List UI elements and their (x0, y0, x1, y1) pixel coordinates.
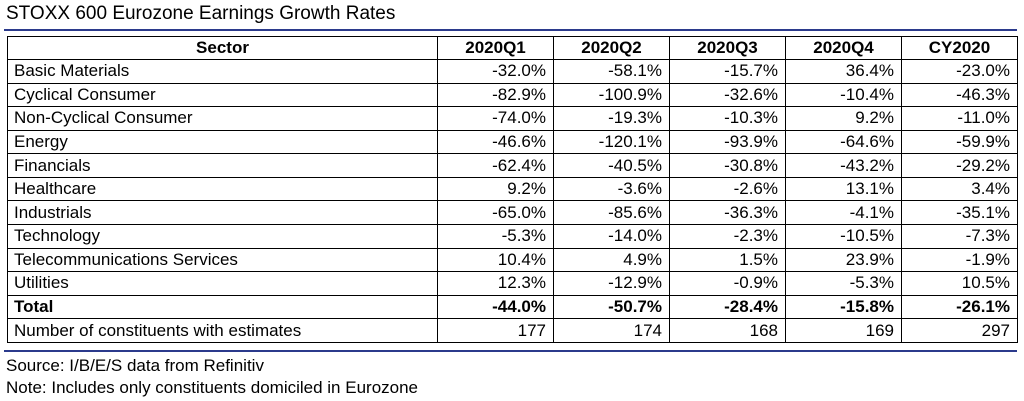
value-cell: -32.6% (669, 82, 786, 108)
sector-cell: Non-Cyclical Consumer (7, 106, 438, 131)
sector-cell: Number of constituents with estimates (7, 318, 438, 343)
value-cell: 10.4% (437, 247, 554, 273)
value-cell: 169 (785, 318, 902, 343)
value-cell: -120.1% (553, 129, 670, 155)
value-cell: -1.9% (901, 247, 1018, 273)
value-cell: 174 (553, 318, 670, 343)
value-cell: 23.9% (785, 247, 902, 273)
value-cell: -26.1% (901, 294, 1018, 320)
value-cell: -15.8% (785, 294, 902, 320)
header-2020q2: 2020Q2 (553, 36, 670, 60)
value-cell: -5.3% (437, 224, 554, 249)
value-cell: -10.5% (785, 224, 902, 249)
value-cell: -64.6% (785, 129, 902, 155)
sector-cell: Total (7, 294, 438, 320)
table-row: Financials -62.4% -40.5% -30.8% -43.2% -29.2% (7, 153, 1018, 178)
value-cell: -23.0% (901, 59, 1018, 84)
value-cell: 13.1% (785, 176, 902, 202)
header-sector: Sector (7, 36, 438, 60)
header-row: Sector 2020Q1 2020Q2 2020Q3 2020Q4 CY202… (7, 36, 1018, 60)
value-cell: 9.2% (437, 176, 554, 202)
value-cell: -40.5% (553, 153, 670, 178)
value-cell: -58.1% (553, 59, 670, 84)
table-row: Utilities 12.3% -12.9% -0.9% -5.3% 10.5% (7, 271, 1018, 296)
value-cell: -10.4% (785, 82, 902, 108)
value-cell: -44.0% (437, 294, 554, 320)
value-cell: -10.3% (669, 106, 786, 131)
table-row: Energy -46.6% -120.1% -93.9% -64.6% -59.9% (7, 129, 1018, 155)
sector-cell: Utilities (7, 271, 438, 296)
sector-cell: Telecommunications Services (7, 247, 438, 273)
sector-cell: Industrials (7, 200, 438, 226)
sector-cell: Cyclical Consumer (7, 82, 438, 108)
value-cell: -32.0% (437, 59, 554, 84)
value-cell: -74.0% (437, 106, 554, 131)
value-cell: -4.1% (785, 200, 902, 226)
value-cell: 177 (437, 318, 554, 343)
table-row: Cyclical Consumer -82.9% -100.9% -32.6% -10.… (7, 82, 1018, 108)
value-cell: -2.6% (669, 176, 786, 202)
value-cell: -0.9% (669, 271, 786, 296)
value-cell: -15.7% (669, 59, 786, 84)
value-cell: -46.6% (437, 129, 554, 155)
table-row: Number of constituents with estimates 177… (7, 318, 1018, 343)
table-title: STOXX 600 Eurozone Earnings Growth Rates (6, 3, 396, 24)
value-cell: 168 (669, 318, 786, 343)
value-cell: -7.3% (901, 224, 1018, 249)
value-cell: 4.9% (553, 247, 670, 273)
value-cell: -2.3% (669, 224, 786, 249)
table-row: Basic Materials -32.0% -58.1% -15.7% 36.4% -2… (7, 59, 1018, 84)
value-cell: -12.9% (553, 271, 670, 296)
value-cell: 36.4% (785, 59, 902, 84)
value-cell: -43.2% (785, 153, 902, 178)
value-cell: 9.2% (785, 106, 902, 131)
value-cell: -36.3% (669, 200, 786, 226)
value-cell: -85.6% (553, 200, 670, 226)
table-row: Total -44.0% -50.7% -28.4% -15.8% -26.1% (7, 294, 1018, 320)
value-cell: -19.3% (553, 106, 670, 131)
value-cell: 1.5% (669, 247, 786, 273)
header-2020q4: 2020Q4 (785, 36, 902, 60)
value-cell: -11.0% (901, 106, 1018, 131)
value-cell: 3.4% (901, 176, 1018, 202)
header-2020q3: 2020Q3 (669, 36, 786, 60)
sector-cell: Energy (7, 129, 438, 155)
value-cell: -28.4% (669, 294, 786, 320)
header-2020q1: 2020Q1 (437, 36, 554, 60)
value-cell: 297 (901, 318, 1018, 343)
value-cell: 10.5% (901, 271, 1018, 296)
bottom-rule (4, 350, 1017, 352)
value-cell: 12.3% (437, 271, 554, 296)
earnings-growth-table: Sector 2020Q1 2020Q2 2020Q3 2020Q4 CY202… (7, 36, 1018, 343)
value-cell: -59.9% (901, 129, 1018, 155)
table-row: Non-Cyclical Consumer -74.0% -19.3% -10.3% 9… (7, 106, 1018, 131)
top-rule (4, 29, 1017, 31)
value-cell: -82.9% (437, 82, 554, 108)
source-note: Source: I/B/E/S data from Refinitiv (6, 356, 264, 375)
value-cell: -30.8% (669, 153, 786, 178)
value-cell: -14.0% (553, 224, 670, 249)
table-row: Industrials -65.0% -85.6% -36.3% -4.1% -35.1% (7, 200, 1018, 226)
value-cell: -100.9% (553, 82, 670, 108)
header-cy2020: CY2020 (901, 36, 1018, 60)
sector-cell: Basic Materials (7, 59, 438, 84)
footnote: Note: Includes only constituents domicil… (6, 378, 419, 397)
table-row: Telecommunications Services 10.4% 4.9% 1.5%… (7, 247, 1018, 273)
value-cell: -62.4% (437, 153, 554, 178)
table-row: Healthcare 9.2% -3.6% -2.6% 13.1% 3.4% (7, 176, 1018, 202)
sector-cell: Technology (7, 224, 438, 249)
value-cell: -65.0% (437, 200, 554, 226)
value-cell: -29.2% (901, 153, 1018, 178)
value-cell: -46.3% (901, 82, 1018, 108)
sector-cell: Healthcare (7, 176, 438, 202)
value-cell: -5.3% (785, 271, 902, 296)
value-cell: -93.9% (669, 129, 786, 155)
sector-cell: Financials (7, 153, 438, 178)
value-cell: -35.1% (901, 200, 1018, 226)
table-row: Technology -5.3% -14.0% -2.3% -10.5% -7.3% (7, 224, 1018, 249)
value-cell: -50.7% (553, 294, 670, 320)
value-cell: -3.6% (553, 176, 670, 202)
